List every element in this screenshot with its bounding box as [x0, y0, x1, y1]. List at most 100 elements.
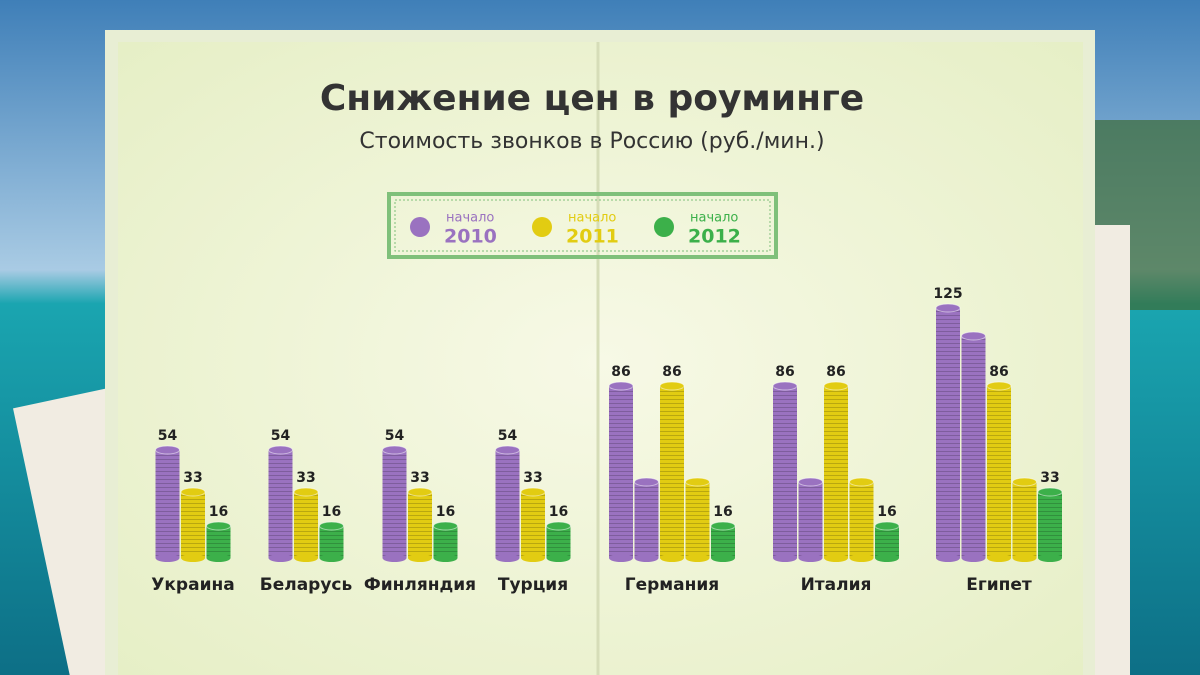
- coin-top: [293, 487, 319, 497]
- legend-marker: [410, 217, 430, 237]
- coin-top: [798, 477, 823, 487]
- coin-top: [206, 521, 231, 531]
- x-tick-label: Египет: [966, 575, 1032, 595]
- coin-texture: [936, 308, 960, 558]
- coin-bottom: [181, 554, 205, 562]
- legend-box: [394, 199, 771, 252]
- coin-texture: [798, 482, 823, 558]
- coin-top: [433, 521, 458, 531]
- coin-bottom: [268, 554, 293, 562]
- value-label: 86: [826, 364, 845, 380]
- coin-bottom: [875, 554, 899, 562]
- coin-bottom: [382, 554, 407, 562]
- coin-top: [1012, 477, 1037, 487]
- coin-top: [546, 521, 571, 531]
- legend-caption: начало: [568, 211, 616, 226]
- coin-bottom: [685, 554, 710, 562]
- coin-top: [685, 477, 710, 487]
- coin-bottom: [634, 554, 659, 562]
- coin-texture: [408, 492, 432, 558]
- coin-top: [710, 521, 736, 531]
- coin-bottom: [849, 554, 874, 562]
- coin-texture: [155, 450, 180, 558]
- coin-bottom: [936, 554, 960, 562]
- coin-bottom: [294, 554, 318, 562]
- coin-bottom: [206, 554, 231, 562]
- coin-bottom: [987, 554, 1011, 562]
- legend-label: 2011: [566, 226, 619, 248]
- coin-texture: [268, 450, 293, 558]
- legend-label: 2010: [444, 226, 497, 248]
- value-label: 33: [1040, 470, 1059, 486]
- coin-texture: [773, 386, 797, 558]
- coin-texture: [711, 526, 735, 558]
- coin-bottom: [773, 554, 797, 562]
- chart-title: Снижение цен в роуминге: [320, 78, 864, 119]
- coin-texture: [1038, 492, 1062, 558]
- value-label: 33: [183, 470, 202, 486]
- value-label: 16: [549, 504, 568, 520]
- x-tick-label: Беларусь: [260, 575, 353, 595]
- coin-texture: [609, 386, 633, 558]
- coin-top: [659, 381, 685, 391]
- value-label: 16: [209, 504, 228, 520]
- value-label: 54: [271, 428, 291, 444]
- coin-bottom: [1012, 554, 1037, 562]
- x-tick-label: Италия: [801, 575, 872, 595]
- coin-texture: [319, 526, 344, 558]
- coin-texture: [987, 386, 1011, 558]
- coin-top: [495, 445, 520, 455]
- value-label: 54: [498, 428, 518, 444]
- x-tick-label: Германия: [625, 575, 719, 595]
- x-tick-label: Украина: [151, 575, 234, 595]
- coin-top: [155, 445, 180, 455]
- coin-bottom: [155, 554, 180, 562]
- coin-top: [268, 445, 293, 455]
- coin-top: [180, 487, 206, 497]
- coin-texture: [521, 492, 545, 558]
- coin-texture: [433, 526, 458, 558]
- value-label: 33: [296, 470, 315, 486]
- value-label: 125: [933, 286, 962, 302]
- coin-bottom: [798, 554, 823, 562]
- coin-texture: [961, 336, 986, 558]
- coin-top: [520, 487, 546, 497]
- coin-top: [986, 381, 1012, 391]
- value-label: 86: [662, 364, 681, 380]
- coin-top: [935, 303, 961, 313]
- coin-top: [961, 331, 986, 341]
- value-label: 54: [158, 428, 178, 444]
- coin-top: [849, 477, 874, 487]
- coin-bottom: [609, 554, 633, 562]
- coin-top: [1037, 487, 1063, 497]
- coin-bottom: [408, 554, 432, 562]
- coin-texture: [206, 526, 231, 558]
- coin-bottom: [711, 554, 735, 562]
- coin-bottom: [1038, 554, 1062, 562]
- value-label: 86: [611, 364, 630, 380]
- value-label: 33: [410, 470, 429, 486]
- legend-marker: [532, 217, 552, 237]
- coin-texture: [1012, 482, 1037, 558]
- chart-subtitle: Стоимость звонков в Россию (руб./мин.): [359, 129, 824, 154]
- coin-bottom: [319, 554, 344, 562]
- coin-top: [608, 381, 634, 391]
- coin-texture: [495, 450, 520, 558]
- value-label: 86: [989, 364, 1008, 380]
- coin-bottom: [660, 554, 684, 562]
- coin-texture: [875, 526, 899, 558]
- coin-texture: [546, 526, 571, 558]
- coin-bottom: [961, 554, 986, 562]
- coin-texture: [181, 492, 205, 558]
- value-label: 16: [877, 504, 896, 520]
- value-label: 16: [322, 504, 341, 520]
- coin-top: [823, 381, 849, 391]
- value-label: 54: [385, 428, 405, 444]
- coin-bottom: [433, 554, 458, 562]
- coin-texture: [382, 450, 407, 558]
- legend-label: 2012: [688, 226, 741, 248]
- legend-caption: начало: [690, 211, 738, 226]
- legend-caption: начало: [446, 211, 494, 226]
